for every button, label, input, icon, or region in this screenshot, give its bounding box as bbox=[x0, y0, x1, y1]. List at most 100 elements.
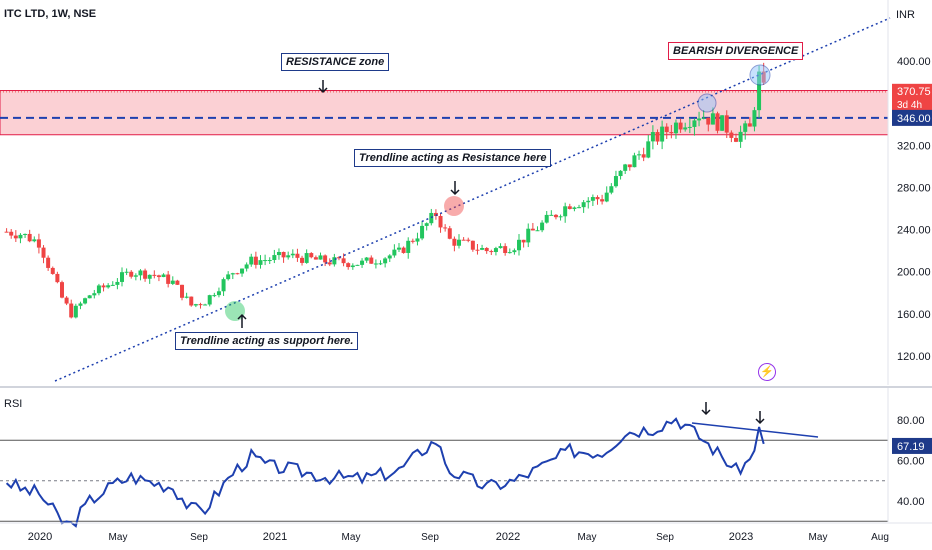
time-axis: 2020 May Sep 2021 May Sep 2022 May Sep 2023 May Aug bbox=[0, 522, 932, 543]
candle bbox=[290, 249, 295, 259]
candle bbox=[563, 202, 568, 223]
candle-body bbox=[138, 270, 143, 276]
candle-body bbox=[263, 260, 268, 262]
candle-body bbox=[267, 260, 272, 262]
candle bbox=[752, 107, 757, 132]
candle bbox=[235, 272, 240, 275]
candle bbox=[276, 248, 281, 260]
candle bbox=[64, 296, 69, 306]
candle bbox=[627, 164, 632, 171]
flash-icon[interactable]: ⚡ bbox=[758, 363, 776, 381]
candle-body bbox=[655, 132, 660, 142]
candle bbox=[78, 301, 83, 310]
candle-body bbox=[184, 296, 189, 298]
candle bbox=[221, 277, 226, 296]
candle bbox=[415, 232, 420, 246]
candle-body bbox=[627, 164, 632, 168]
candle-body bbox=[115, 281, 120, 285]
candle bbox=[281, 251, 286, 263]
candle bbox=[558, 214, 563, 221]
rsi-value: 67.19 bbox=[897, 441, 925, 453]
candle-body bbox=[540, 222, 545, 231]
candle-body bbox=[447, 228, 452, 239]
candle-body bbox=[64, 297, 69, 304]
candle bbox=[55, 271, 60, 284]
candle bbox=[170, 276, 175, 286]
candle bbox=[637, 150, 642, 160]
time-tick-label: May bbox=[809, 532, 828, 543]
candle bbox=[590, 194, 595, 207]
candle-body bbox=[355, 264, 360, 266]
candle bbox=[327, 258, 332, 267]
resistance-zone bbox=[0, 90, 889, 136]
candle-body bbox=[503, 246, 508, 254]
candle-body bbox=[304, 253, 309, 263]
candle-body bbox=[406, 240, 411, 253]
candle-body bbox=[433, 212, 438, 216]
candle-body bbox=[258, 260, 263, 265]
candle bbox=[106, 283, 111, 289]
candle-body bbox=[517, 239, 522, 251]
candle bbox=[286, 251, 291, 260]
candle-body bbox=[641, 154, 646, 158]
candle-body bbox=[600, 199, 605, 202]
candle bbox=[697, 111, 702, 127]
candle-body bbox=[733, 137, 738, 142]
candle bbox=[623, 163, 628, 174]
candle-body bbox=[660, 126, 665, 142]
candle-body bbox=[378, 263, 383, 265]
candle bbox=[87, 294, 92, 299]
candle bbox=[433, 209, 438, 220]
candle-body bbox=[87, 295, 92, 299]
candle-body bbox=[683, 127, 688, 130]
candle bbox=[655, 129, 660, 145]
candle-body bbox=[438, 215, 443, 228]
time-tick-label: May bbox=[109, 532, 128, 543]
candle bbox=[424, 222, 429, 231]
candle-body bbox=[323, 255, 328, 263]
candle-body bbox=[632, 155, 637, 168]
candle-body bbox=[452, 238, 457, 246]
candle bbox=[120, 267, 125, 287]
rsi-title[interactable]: RSI bbox=[4, 398, 23, 410]
candle-body bbox=[673, 122, 678, 134]
candle bbox=[332, 253, 337, 267]
candle bbox=[692, 118, 697, 136]
symbol-title[interactable]: ITC LTD, 1W, NSE bbox=[4, 8, 97, 20]
candle-body bbox=[710, 113, 715, 125]
candle bbox=[73, 303, 78, 319]
candle-body bbox=[623, 164, 628, 171]
candle-body bbox=[678, 122, 683, 130]
candle bbox=[641, 147, 646, 162]
rsi-tick-label: 40.00 bbox=[897, 496, 925, 508]
candle-body bbox=[281, 251, 286, 258]
candle bbox=[138, 269, 143, 281]
candle-body bbox=[226, 274, 231, 280]
candle-body bbox=[133, 275, 138, 277]
candle-body bbox=[249, 256, 254, 265]
candle-body bbox=[50, 267, 55, 274]
candle-body bbox=[96, 285, 101, 294]
candle-body bbox=[198, 304, 203, 306]
candle-body bbox=[637, 154, 642, 156]
time-tick-label: May bbox=[578, 532, 597, 543]
candle bbox=[526, 223, 531, 248]
candle-body bbox=[664, 126, 669, 133]
candle bbox=[577, 204, 582, 209]
candle bbox=[27, 229, 32, 243]
candle bbox=[240, 268, 245, 277]
candle-body bbox=[152, 274, 157, 276]
candle bbox=[461, 237, 466, 241]
candle bbox=[549, 210, 554, 216]
candle bbox=[166, 270, 171, 288]
candle bbox=[600, 194, 605, 205]
candle bbox=[207, 294, 212, 307]
candle-body bbox=[369, 257, 374, 264]
candle-body bbox=[613, 176, 618, 187]
time-tick-label: Aug bbox=[871, 532, 889, 543]
candle bbox=[69, 299, 74, 319]
candle-body bbox=[498, 246, 503, 249]
last-price-value: 370.75 bbox=[897, 86, 931, 98]
candle-body bbox=[530, 228, 535, 231]
